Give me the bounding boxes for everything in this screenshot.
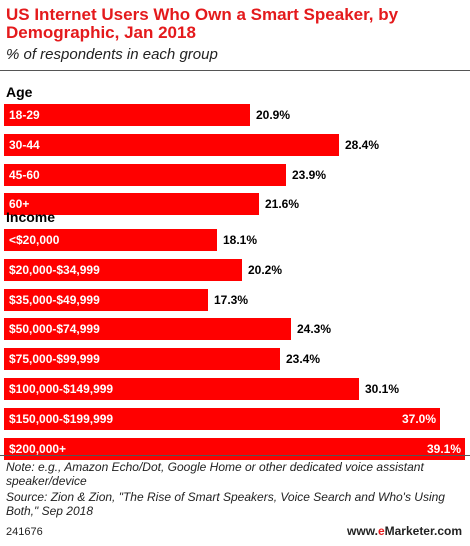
category-label: 60+ xyxy=(9,197,30,211)
bar xyxy=(4,259,242,281)
bar xyxy=(4,408,440,430)
bar xyxy=(4,289,208,311)
value-label: 23.4% xyxy=(286,352,321,366)
value-label: 20.2% xyxy=(248,263,283,277)
value-label: 39.1% xyxy=(426,442,461,456)
category-label: 45-60 xyxy=(9,168,40,182)
category-label: $35,000-$49,999 xyxy=(9,293,100,307)
group-label: Age xyxy=(6,84,33,100)
chart-id: 241676 xyxy=(6,526,43,538)
category-label: 30-44 xyxy=(9,138,40,152)
category-label: $20,000-$34,999 xyxy=(9,263,100,277)
bar xyxy=(4,348,280,370)
category-label: $200,000+ xyxy=(9,442,67,456)
value-label: 24.3% xyxy=(297,322,332,336)
category-label: $75,000-$99,999 xyxy=(9,352,100,366)
bar xyxy=(4,438,465,460)
value-label: 17.3% xyxy=(214,293,249,307)
category-label: 18-29 xyxy=(9,108,40,122)
bar xyxy=(4,318,291,340)
bar xyxy=(4,378,359,400)
group-label: Income xyxy=(6,209,56,225)
brand-e: e xyxy=(377,524,385,538)
bar xyxy=(4,193,259,215)
brand-logo: www.eMarketer.com xyxy=(347,524,462,538)
bar xyxy=(4,104,250,126)
value-label: 20.9% xyxy=(256,108,291,122)
value-label: 23.9% xyxy=(292,168,327,182)
top-divider xyxy=(0,70,470,71)
chart-note: Note: e.g., Amazon Echo/Dot, Google Home… xyxy=(6,460,424,488)
category-label: <$20,000 xyxy=(9,233,60,247)
category-label: $150,000-$199,999 xyxy=(9,412,114,426)
category-label: $100,000-$149,999 xyxy=(9,382,114,396)
value-label: 28.4% xyxy=(345,138,380,152)
value-label: 30.1% xyxy=(365,382,400,396)
brand-prefix: www. xyxy=(347,524,378,538)
chart-title: US Internet Users Who Own a Smart Speake… xyxy=(6,5,399,42)
bar xyxy=(4,134,339,156)
bar xyxy=(4,164,286,186)
value-label: 18.1% xyxy=(223,233,258,247)
category-label: $50,000-$74,999 xyxy=(9,322,100,336)
brand-rest: Marketer.com xyxy=(384,524,462,538)
bottom-divider xyxy=(0,455,470,456)
chart-source: Source: Zion & Zion, "The Rise of Smart … xyxy=(6,490,445,518)
value-label: 37.0% xyxy=(401,412,436,426)
chart-subtitle: % of respondents in each group xyxy=(6,46,218,63)
value-label: 21.6% xyxy=(265,197,300,211)
bar xyxy=(4,229,217,251)
